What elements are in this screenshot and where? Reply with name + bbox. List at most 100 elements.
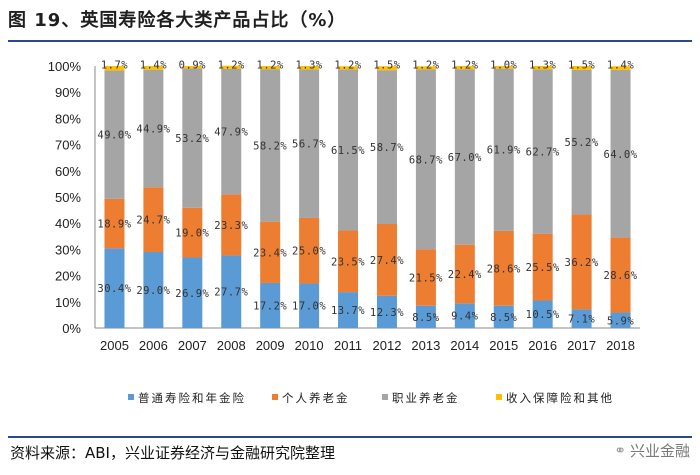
data-label: 53.2% xyxy=(175,133,209,145)
data-label: 62.7% xyxy=(526,147,560,159)
data-label: 10.5% xyxy=(526,309,560,321)
bar-segment xyxy=(260,66,281,70)
bar-segment xyxy=(182,207,203,258)
y-tick-label: 70% xyxy=(55,138,81,153)
data-label: 19.0% xyxy=(175,228,209,240)
bar-segment xyxy=(221,194,242,256)
x-tick-label: 2009 xyxy=(256,338,285,353)
bar-segment xyxy=(299,69,320,218)
bar-segment xyxy=(532,233,553,301)
bar-segment xyxy=(182,68,203,208)
data-label: 22.4% xyxy=(448,269,482,281)
data-label: 5.9% xyxy=(607,315,634,327)
x-tick-label: 2007 xyxy=(178,338,207,353)
bar-segment xyxy=(338,66,359,70)
y-tick-label: 100% xyxy=(48,59,82,74)
bar-segment xyxy=(454,303,475,328)
data-label: 23.4% xyxy=(253,247,287,259)
data-label: 18.9% xyxy=(97,219,131,231)
data-label: 1.3% xyxy=(529,60,556,72)
bar-segment xyxy=(493,66,514,69)
data-label: 1.5% xyxy=(373,60,400,72)
x-tick-label: 2013 xyxy=(411,338,440,353)
bar-segment xyxy=(532,69,553,234)
data-label: 67.0% xyxy=(448,152,482,164)
bar-segment xyxy=(143,69,164,188)
legend-label: 普通寿险和年金险 xyxy=(138,391,246,405)
bar-segment xyxy=(610,69,631,238)
data-label: 68.7% xyxy=(409,154,443,166)
data-label: 24.7% xyxy=(136,215,170,227)
data-label: 12.3% xyxy=(370,307,404,319)
data-label: 55.2% xyxy=(565,137,599,149)
data-label: 21.5% xyxy=(409,273,443,285)
x-tick-label: 2011 xyxy=(334,338,362,353)
bar-segment xyxy=(610,237,631,313)
bar-segment xyxy=(143,66,164,70)
x-tick-label: 2010 xyxy=(295,338,324,353)
bar-segment xyxy=(571,214,592,310)
x-tick-label: 2014 xyxy=(450,338,479,353)
data-label: 1.7% xyxy=(101,60,128,72)
legend-label: 收入保障险和其他 xyxy=(506,391,614,405)
bar-segment xyxy=(260,69,281,222)
bar-segment xyxy=(221,68,242,195)
legend-label: 职业养老金 xyxy=(392,391,460,405)
y-tick-label: 60% xyxy=(55,164,81,179)
data-label: 47.9% xyxy=(214,127,248,139)
data-label: 27.4% xyxy=(370,255,404,267)
bar-segment xyxy=(143,187,164,253)
bar-segment xyxy=(571,309,592,328)
data-label: 26.9% xyxy=(175,288,209,300)
bar-segment xyxy=(415,249,436,306)
footer-divider xyxy=(8,436,692,438)
x-tick-label: 2017 xyxy=(567,338,596,353)
data-label: 0.9% xyxy=(179,60,206,72)
y-tick-label: 20% xyxy=(55,269,81,284)
x-tick-label: 2018 xyxy=(606,338,635,353)
data-label: 1.2% xyxy=(257,60,284,72)
data-label: 28.6% xyxy=(603,270,637,282)
bar-segment xyxy=(376,295,397,328)
bar-segment xyxy=(415,69,436,250)
data-label: 44.9% xyxy=(136,123,170,135)
x-tick-label: 2006 xyxy=(139,338,168,353)
data-label: 49.0% xyxy=(97,130,131,142)
data-label: 1.2% xyxy=(451,60,478,72)
bar-segment xyxy=(299,66,320,70)
bar-segment xyxy=(376,66,397,71)
bar-segment xyxy=(532,66,553,70)
data-label: 8.5% xyxy=(412,312,439,324)
data-label: 29.0% xyxy=(136,285,170,297)
title-divider xyxy=(8,40,692,42)
data-label: 9.4% xyxy=(451,311,478,323)
legend-swatch xyxy=(382,394,388,400)
data-label: 1.5% xyxy=(568,60,595,72)
bar-segment xyxy=(571,66,592,70)
wechat-icon: ⚭ xyxy=(614,442,626,459)
bar-segment xyxy=(338,69,359,231)
bar-segment xyxy=(260,221,281,283)
bar-segment xyxy=(104,66,125,71)
legend-swatch xyxy=(496,394,502,400)
x-tick-label: 2016 xyxy=(528,338,557,353)
data-label: 23.3% xyxy=(214,220,248,232)
y-tick-label: 50% xyxy=(55,190,81,205)
bar-segment xyxy=(376,223,397,296)
data-label: 1.3% xyxy=(295,60,322,72)
bar-segment xyxy=(415,66,436,70)
data-label: 1.2% xyxy=(412,60,439,72)
bar-segment xyxy=(610,312,631,328)
bar-segment xyxy=(454,244,475,304)
data-label: 1.2% xyxy=(218,60,245,72)
bar-segment xyxy=(299,283,320,328)
y-tick-label: 30% xyxy=(55,242,81,257)
bar-segment xyxy=(493,305,514,328)
data-label: 13.7% xyxy=(331,305,365,317)
x-tick-label: 2005 xyxy=(100,338,129,353)
y-tick-label: 80% xyxy=(55,111,81,126)
data-label: 61.9% xyxy=(487,145,521,157)
bar-segment xyxy=(104,70,125,199)
data-label: 28.6% xyxy=(487,263,521,275)
bar-segment xyxy=(532,300,553,328)
